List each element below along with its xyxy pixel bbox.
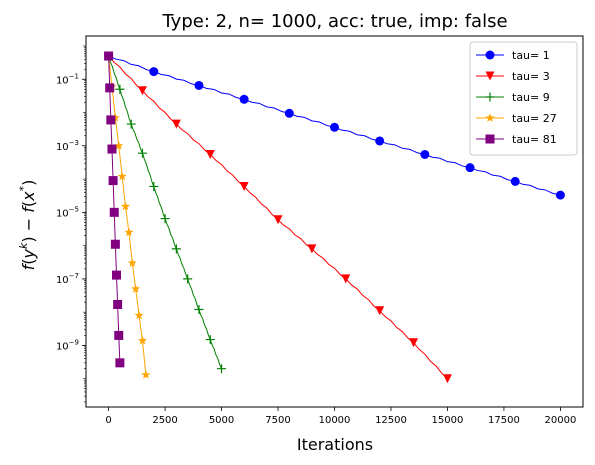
series-2-point-8 [341, 274, 351, 284]
y-tick-label-4: 10−3 [56, 139, 79, 153]
series-1-point-8 [420, 149, 430, 159]
series-5-point-4 [107, 144, 117, 154]
series-2-point-6 [273, 215, 283, 225]
chart-title: Type: 2, n= 1000, acc: true, imp: false [161, 11, 507, 32]
y-axis-label: f(yk) − f(x*) [17, 180, 38, 271]
series-4-point-5 [117, 171, 127, 181]
series-5-point-2 [105, 83, 115, 93]
legend-label-2: tau= 3 [512, 70, 550, 83]
legend: tau= 1 tau= 3 tau= 9 tau= 27 tau= 81 [469, 41, 578, 156]
series-2-point-7 [307, 244, 317, 254]
series-4-point-8 [127, 258, 137, 267]
series-3-point-7 [171, 244, 181, 254]
series-5-point-5 [108, 176, 118, 186]
series-3-point-4 [137, 148, 147, 158]
series-1-point-11 [555, 190, 565, 200]
series-2-point-4 [205, 149, 215, 159]
series-3-point-3 [126, 119, 136, 129]
series-3-point-5 [149, 181, 159, 191]
legend-label-1: tau= 1 [512, 49, 550, 62]
series-4-point-3 [110, 112, 120, 122]
series-4-point-4 [114, 141, 124, 150]
series-1-point-2 [149, 67, 159, 77]
series-4-point-6 [120, 201, 131, 211]
series-4-point-11 [137, 335, 148, 345]
series-line-4 [108, 55, 147, 375]
legend-marker-3 [485, 92, 495, 102]
series-4-point-9 [131, 284, 141, 293]
series-4-point-12 [141, 370, 151, 379]
x-tick-label-4: 7500 [265, 415, 290, 426]
legend-label-3: tau= 9 [512, 91, 550, 104]
legend-marker-2 [485, 71, 495, 81]
axes: 0 2500 5000 7500 10000 12500 15000 17500 20000 10… [56, 35, 584, 426]
legend-marker-5 [485, 134, 495, 144]
y-tick-label-2: 10−7 [56, 272, 79, 286]
series-2-point-5 [239, 181, 249, 191]
series-2-point-3 [171, 119, 181, 129]
series-line-3 [108, 55, 223, 369]
legend-label-5: tau= 81 [512, 133, 557, 146]
series-5-point-7 [110, 239, 120, 249]
x-tick-label-6: 12500 [375, 415, 407, 426]
series-2-point-10 [409, 338, 419, 348]
y-tick-label-5: 10−1 [56, 72, 79, 86]
series-2-point-9 [375, 306, 385, 316]
x-tick-label-9: 20000 [545, 415, 577, 426]
series-1-point-5 [284, 108, 294, 118]
legend-label-4: tau= 27 [512, 112, 557, 125]
series-2-point-2 [137, 86, 147, 96]
series-3-point-2 [115, 84, 125, 94]
x-tick-label-8: 17500 [488, 415, 520, 426]
series-5-point-8 [111, 270, 121, 280]
y-tick-label-3: 10−5 [56, 205, 79, 219]
series-5-point-3 [106, 115, 116, 125]
x-tick-label-5: 10000 [319, 415, 351, 426]
x-axis-label: Iterations [297, 435, 373, 454]
x-tick-label-3: 5000 [209, 415, 234, 426]
series-3-point-6 [160, 214, 170, 224]
series-1-point-4 [239, 94, 249, 104]
series-1-point-3 [194, 80, 204, 90]
series-1-point-10 [510, 176, 520, 186]
legend-marker-4 [485, 113, 495, 122]
series-3-point-11 [217, 364, 227, 374]
series-5-point-9 [113, 300, 123, 310]
series-2-point-11 [442, 374, 452, 384]
series-5-point-6 [109, 207, 119, 217]
series-1-point-7 [375, 136, 385, 146]
series-5-point-11 [115, 358, 125, 368]
plot-area [104, 51, 565, 384]
series-3-point-8 [183, 274, 193, 284]
series-4-point-10 [134, 310, 144, 320]
series-5-point-1 [104, 51, 114, 61]
series-5-point-10 [114, 330, 124, 340]
y-tick-label-1: 10−9 [56, 338, 79, 352]
x-tick-label-1: 0 [105, 415, 111, 426]
series-4-point-7 [124, 227, 134, 237]
series-3-point-10 [205, 335, 215, 345]
x-tick-label-7: 15000 [432, 415, 464, 426]
x-tick-label-2: 2500 [152, 415, 177, 426]
series-1-point-9 [465, 163, 475, 173]
legend-box [469, 41, 578, 156]
series-3-point-9 [194, 305, 204, 315]
legend-marker-1 [485, 50, 495, 60]
series-1-point-6 [330, 122, 339, 132]
